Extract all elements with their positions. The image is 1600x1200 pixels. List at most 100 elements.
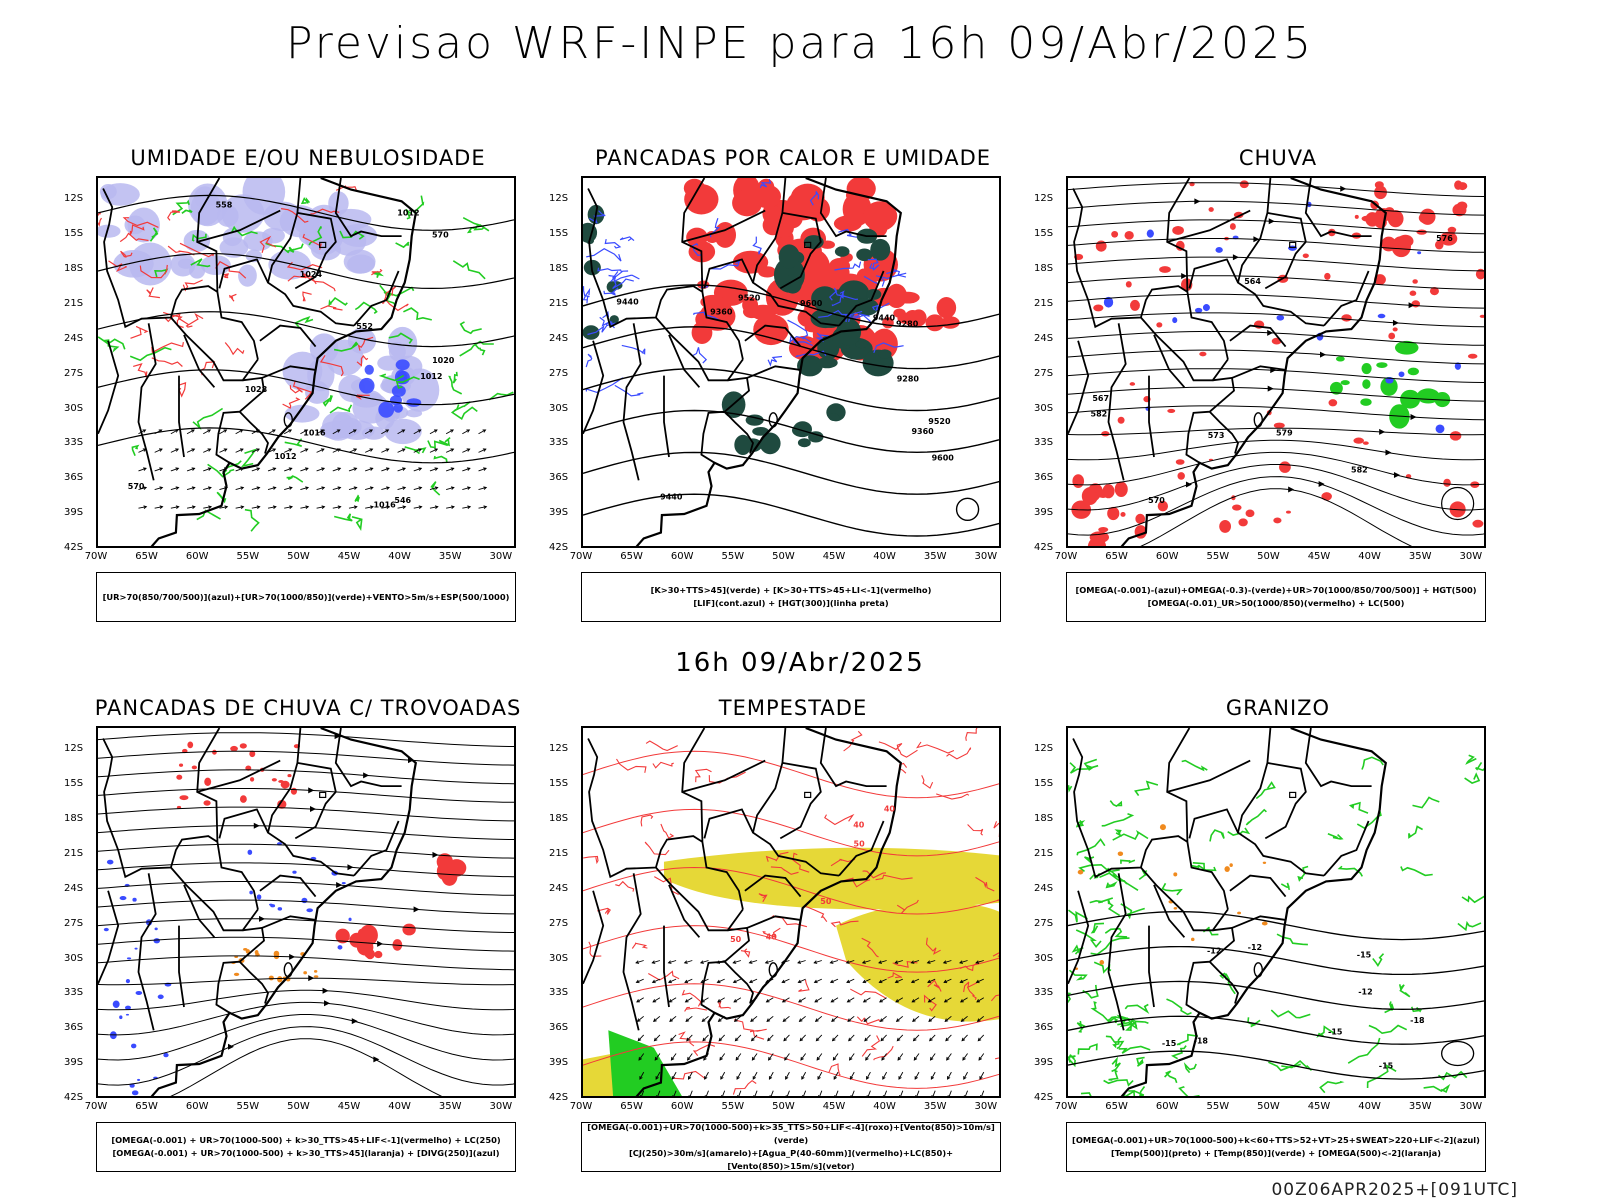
- rain-shading-blue: [1215, 247, 1223, 253]
- temp-850-contour: [1247, 1017, 1261, 1028]
- lon-tick-label: 40W: [388, 551, 411, 562]
- state-border: [1188, 258, 1239, 289]
- temp-850-contour: [1361, 756, 1384, 770]
- lon-tick-label: 35W: [923, 551, 947, 562]
- instability-shading-green: [797, 355, 823, 377]
- state-border: [98, 890, 120, 985]
- instability-shading-red: [742, 296, 759, 314]
- streamline-arrow: [1318, 481, 1325, 488]
- lon-tick-label: 60W: [185, 551, 209, 562]
- state-border: [239, 411, 269, 454]
- state-border: [700, 926, 750, 1014]
- lon-tick-label: 30W: [489, 1101, 513, 1112]
- wind-vector-head: [847, 1018, 852, 1022]
- temp-500-contour: [1068, 1050, 1484, 1080]
- low-level-humidity-contour: [459, 321, 482, 335]
- wind-vector-head: [450, 486, 455, 490]
- instability-shading-red: [758, 266, 777, 278]
- wind-vector: [332, 506, 341, 509]
- lifted-index-contour: [603, 287, 619, 296]
- contour-label: 50: [854, 839, 866, 848]
- wind-vector-head: [976, 999, 980, 1003]
- temp-850-contour: [1136, 1056, 1145, 1067]
- streamline-850: [583, 866, 999, 915]
- lat-tick-label: 18S: [1034, 813, 1054, 824]
- lat-tick-label: 12S: [64, 743, 84, 755]
- wind-vector: [960, 997, 968, 1003]
- lon-tick-label: 55W: [236, 1101, 260, 1112]
- wind-vector-head: [208, 505, 213, 509]
- rain-shading-red: [1324, 272, 1331, 280]
- state-border: [751, 178, 840, 327]
- wind-vector: [816, 1053, 823, 1061]
- wind-vector: [898, 1071, 904, 1080]
- wind-vector: [668, 978, 677, 983]
- geopotential-contour: [955, 497, 980, 522]
- wind-vector-head: [831, 1018, 835, 1022]
- wind-vector: [235, 487, 244, 490]
- wind-vector: [689, 1090, 693, 1096]
- wind-vector-head: [667, 979, 672, 984]
- temp-850-contour: [1255, 781, 1276, 800]
- wind-vector-head: [304, 448, 309, 452]
- rain-shading-red: [1449, 431, 1462, 441]
- precipitable-water-contour: [684, 1006, 708, 1012]
- wind-speed-contour: [164, 313, 189, 326]
- wind-vector-head: [897, 1056, 901, 1061]
- precipitable-water-contour: [798, 979, 810, 992]
- rain-shading-red: [1273, 517, 1282, 524]
- wind-vector-head: [732, 979, 737, 984]
- divergence-blue: [154, 927, 158, 931]
- contour-label: 567: [1092, 394, 1109, 403]
- wind-vector: [688, 1071, 693, 1080]
- low-level-humidity-contour: [403, 307, 432, 321]
- wind-vector: [332, 448, 341, 453]
- lat-tick-label: 36S: [1034, 472, 1054, 484]
- lifted-index-contour: [818, 309, 863, 318]
- low-level-humidity-contour: [395, 241, 410, 249]
- wind-vector-head: [798, 1018, 803, 1022]
- wind-vector-head: [767, 1056, 772, 1061]
- wind-vector-head: [832, 1056, 837, 1061]
- federal-district: [319, 241, 327, 249]
- state-border: [1229, 324, 1287, 348]
- wind-vector: [882, 1071, 888, 1080]
- panel-legend: [K>30+TTS>45](verde) + [K>30+TTS>45+LI<-…: [581, 572, 1001, 622]
- omega-orange: [1159, 824, 1166, 831]
- low-level-humidity-contour: [427, 440, 449, 449]
- wind-vector-head: [687, 1076, 692, 1080]
- contour-label: 40: [884, 804, 896, 813]
- low-level-humidity-contour: [395, 376, 420, 389]
- precipitable-water-contour: [936, 793, 970, 800]
- wind-vector-head: [191, 467, 196, 471]
- wind-vector-head: [736, 1076, 740, 1080]
- wind-vector: [832, 1053, 839, 1061]
- wind-vector: [895, 997, 904, 1003]
- wind-vector-head: [417, 429, 422, 433]
- rain-shading-red: [1172, 225, 1184, 235]
- wind-vector-head: [450, 429, 454, 433]
- wind-vector: [830, 960, 839, 964]
- rain-shading-green: [1360, 398, 1372, 406]
- precipitable-water-contour: [967, 824, 984, 836]
- wind-vector: [267, 429, 276, 435]
- lifted-index-contour: [604, 238, 622, 249]
- wind-vector: [154, 448, 163, 453]
- wind-vector-head: [142, 467, 147, 471]
- wind-vector: [848, 1034, 855, 1042]
- thunder-shading-red: [402, 923, 416, 936]
- low-level-humidity-contour: [192, 407, 224, 431]
- temp-850-contour: [1084, 856, 1095, 864]
- wind-vector: [705, 1090, 709, 1096]
- wind-vector: [138, 506, 147, 509]
- low-level-humidity-contour: [383, 291, 397, 307]
- instability-shading-red: [714, 222, 737, 248]
- rain-shading-blue: [1288, 245, 1297, 251]
- wind-vector-head: [288, 429, 293, 433]
- wind-vector-head: [653, 1037, 658, 1042]
- wind-vector-head: [636, 1018, 641, 1022]
- wind-vector: [462, 506, 471, 509]
- lat-tick-label: 36S: [549, 472, 569, 484]
- state-border: [218, 808, 269, 839]
- low-level-humidity-contour: [452, 371, 458, 384]
